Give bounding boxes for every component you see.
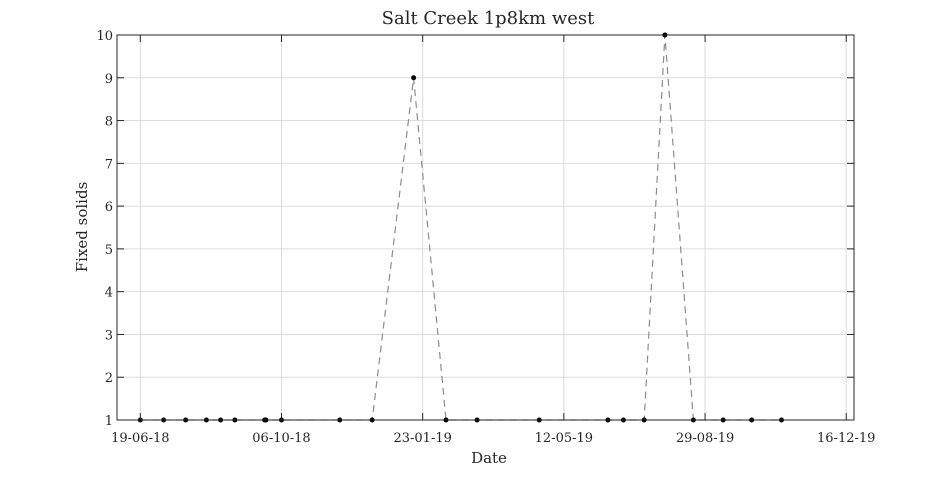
x-tick-label: 19-06-18 [111, 431, 169, 446]
y-tick-label: 7 [105, 157, 113, 172]
data-point [411, 75, 417, 81]
grid-lines [117, 34, 854, 421]
x-tick-label: 29-08-19 [676, 431, 734, 446]
x-tick-label: 06-10-18 [252, 431, 310, 446]
plot-area-background [117, 35, 854, 420]
y-tick-label: 9 [105, 72, 113, 87]
x-tick-label: 16-12-19 [817, 431, 875, 446]
y-tick-label: 8 [105, 115, 113, 130]
axis-ticks [117, 34, 854, 421]
plot-area-border [116, 34, 855, 421]
x-tick-label: 23-01-19 [393, 431, 451, 446]
tick-labels: 19-06-18 06-10-18 23-01-19 12-05-19 29-08-19… [96, 29, 875, 446]
x-axis-title: Date [471, 449, 507, 467]
y-axis-title: Fixed solids [73, 182, 91, 273]
chart-title: Salt Creek 1p8km west [382, 8, 596, 29]
y-tick-label: 1 [105, 414, 113, 429]
y-tick-label: 5 [105, 243, 113, 258]
y-tick-label: 10 [96, 29, 113, 44]
y-tick-label: 4 [105, 286, 113, 301]
y-tick-label: 2 [105, 371, 113, 386]
y-tick-label: 3 [105, 328, 113, 343]
y-tick-label: 6 [105, 200, 113, 215]
x-tick-label: 12-05-19 [535, 431, 593, 446]
